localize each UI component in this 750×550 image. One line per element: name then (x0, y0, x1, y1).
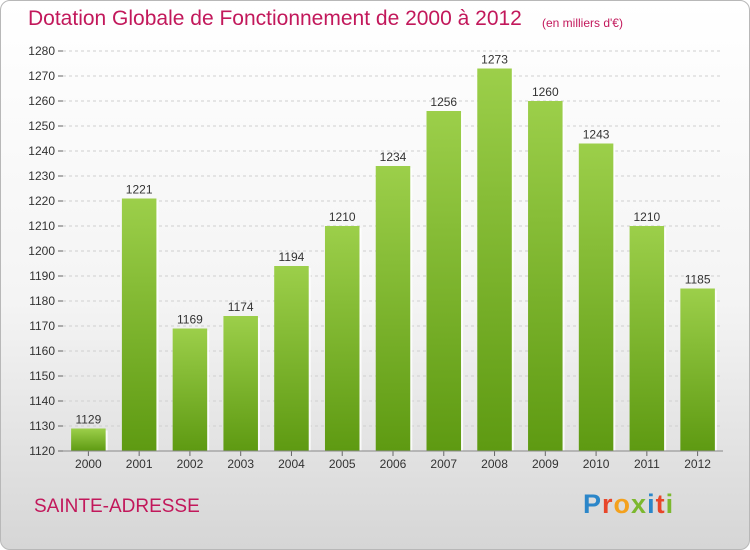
x-tick-label: 2002 (177, 457, 204, 471)
chart-subtitle: (en milliers d'€) (542, 16, 623, 30)
x-tick-label: 2007 (430, 457, 457, 471)
y-tick-label: 1250 (28, 119, 55, 133)
bar (172, 328, 208, 451)
x-tick-label: 2012 (684, 457, 711, 471)
bar-value-label: 1243 (583, 128, 610, 142)
chart-title: Dotation Globale de Fonctionnement de 20… (28, 7, 522, 30)
y-tick-label: 1260 (28, 94, 55, 108)
y-tick-label: 1200 (28, 244, 55, 258)
y-axis-ticks: 1120 1130 1140 1150 1160 1170 1180 1190 1200 1210… (28, 44, 63, 458)
x-tick-label: 2000 (75, 457, 102, 471)
bar (121, 198, 157, 451)
bar-value-label: 1210 (329, 210, 356, 224)
bar (375, 166, 411, 451)
x-tick-label: 2010 (583, 457, 610, 471)
bar (223, 316, 258, 451)
bar-value-label: 1221 (126, 183, 153, 197)
bar-value-label: 1260 (532, 85, 559, 99)
bar (426, 111, 462, 451)
bar (324, 226, 360, 451)
y-tick-label: 1180 (29, 294, 55, 308)
y-tick-label: 1120 (29, 444, 55, 458)
bar (71, 428, 106, 451)
logo-letter: r (602, 489, 614, 519)
bar-value-label: 1185 (685, 273, 711, 287)
y-tick-label: 1240 (28, 144, 55, 158)
x-tick-label: 2003 (227, 457, 254, 471)
y-tick-label: 1280 (28, 44, 55, 58)
logo-letter: o (613, 489, 632, 519)
x-tick-label: 2004 (278, 457, 305, 471)
y-tick-label: 1270 (28, 69, 55, 83)
y-tick-label: 1210 (28, 219, 55, 233)
bar-value-label: 1129 (75, 413, 101, 427)
bar-value-label: 1234 (380, 150, 407, 164)
x-tick-label: 2009 (532, 457, 559, 471)
x-tick-label: 2005 (329, 457, 356, 471)
y-tick-label: 1170 (29, 319, 55, 333)
y-tick-label: 1160 (29, 344, 55, 358)
x-tick-label: 2006 (380, 457, 407, 471)
y-tick-label: 1130 (29, 419, 55, 433)
bar-value-label: 1174 (228, 300, 254, 314)
bar-value-label: 1273 (481, 53, 508, 67)
bar-value-label: 1169 (177, 313, 203, 327)
x-tick-label: 2008 (481, 457, 508, 471)
bar-value-label: 1256 (430, 95, 457, 109)
x-tick-label: 2011 (634, 457, 660, 471)
bar-value-label: 1194 (279, 250, 305, 264)
proxiti-logo: Proxiti (583, 489, 674, 520)
logo-letter: i (665, 489, 675, 519)
bar (578, 143, 614, 451)
logo-letter: P (583, 489, 603, 519)
bar (629, 226, 665, 451)
logo-letter: i (647, 489, 656, 519)
logo-letter: x (631, 489, 648, 519)
bar (680, 288, 715, 451)
y-tick-label: 1190 (29, 269, 55, 283)
bar (274, 266, 309, 451)
logo-letter: t (655, 489, 666, 519)
bar-value-label: 1210 (633, 210, 660, 224)
y-tick-label: 1220 (28, 194, 55, 208)
bar (528, 101, 563, 451)
y-tick-label: 1150 (29, 369, 55, 383)
bar (477, 68, 512, 451)
x-axis-ticks: 2000 2001 2002 2003 2004 2005 2006 2007 2008 2009… (75, 451, 711, 471)
y-tick-label: 1230 (28, 169, 55, 183)
commune-name: SAINTE-ADRESSE (34, 496, 200, 517)
x-tick-label: 2001 (126, 457, 153, 471)
bars: 1129 1221 1169 1174 1194 1210 1234 1256 1273 1260… (71, 53, 717, 451)
y-tick-label: 1140 (29, 394, 55, 408)
